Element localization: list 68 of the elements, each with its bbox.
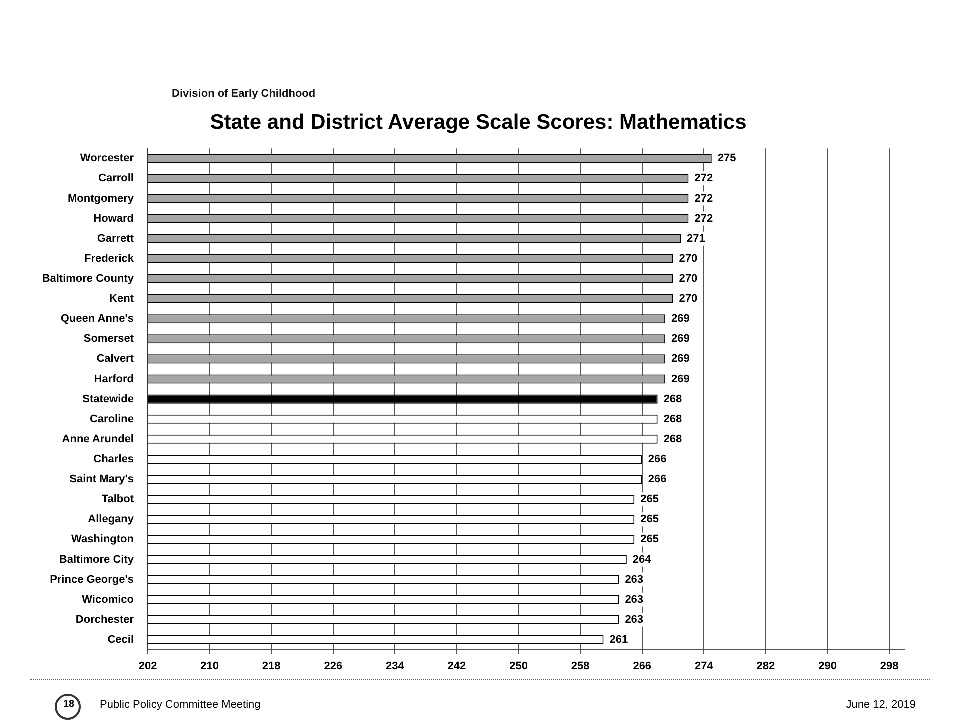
y-tick-label: Frederick [84, 252, 135, 265]
data-label: 270 [679, 272, 698, 285]
x-tick-label: 298 [880, 660, 899, 673]
chart-title: State and District Average Scale Scores: Mathematics [209, 111, 748, 135]
y-tick-label: Anne Arundel [62, 433, 134, 446]
data-label: 265 [640, 514, 659, 526]
text: 18 [62, 699, 76, 711]
data-label: 275 [718, 152, 736, 165]
x-tick-label: 226 [324, 660, 343, 673]
y-tick-label: Somerset [84, 333, 134, 346]
text: Public Policy Committee Meeting [100, 699, 261, 711]
y-tick-label: Worcester [80, 152, 135, 165]
data-label: 263 [625, 574, 644, 586]
y-tick-label: Prince George's [50, 574, 134, 586]
y-tick-label: Saint Mary's [70, 474, 134, 486]
y-tick-label: Cecil [108, 634, 134, 646]
x-tick-label: 218 [262, 660, 281, 673]
y-tick-label: Baltimore City [59, 554, 135, 566]
y-tick-label: Dorchester [76, 614, 135, 626]
y-tick-label: Baltimore County [42, 272, 135, 285]
data-label: 266 [648, 474, 667, 486]
y-tick-label: Montgomery [68, 192, 135, 205]
data-label: 264 [632, 554, 652, 566]
y-tick-label: Charles [94, 454, 134, 466]
y-tick-label: Washington [71, 534, 134, 546]
x-tick-label: 234 [386, 660, 406, 673]
y-tick-label: Harford [94, 373, 134, 386]
data-label: 268 [664, 433, 682, 446]
data-label: 265 [640, 494, 659, 506]
y-tick-label: Allegany [88, 514, 135, 526]
y-tick-label: Queen Anne's [60, 313, 134, 326]
data-label: 270 [679, 293, 698, 306]
y-tick-label: Caroline [90, 413, 134, 426]
data-label: 269 [672, 353, 690, 366]
x-tick-label: 266 [633, 660, 652, 673]
y-tick-label: Talbot [102, 494, 134, 506]
data-label: 268 [664, 413, 682, 426]
x-tick-label: 290 [818, 660, 837, 673]
x-tick-label: 258 [571, 660, 590, 673]
y-tick-label: Statewide [82, 393, 134, 406]
x-tick-label: 242 [448, 660, 466, 673]
data-label: 269 [672, 333, 690, 346]
x-tick-label: 202 [138, 660, 158, 673]
data-label: 270 [679, 252, 698, 265]
x-tick-label: 274 [694, 660, 714, 673]
x-tick-label: 250 [510, 660, 528, 673]
y-tick-label: Kent [110, 293, 134, 306]
data-label: 261 [610, 634, 628, 646]
y-tick-label: Carroll [98, 172, 134, 185]
y-tick-label: Garrett [97, 232, 134, 245]
data-label: 265 [640, 534, 659, 546]
data-label: 269 [672, 313, 690, 326]
data-label: 272 [694, 212, 714, 225]
x-tick-label: 210 [200, 660, 219, 673]
chart-subtitle: Division of Early Childhood [172, 88, 316, 100]
data-label: 272 [694, 172, 714, 185]
data-label: 269 [672, 373, 690, 386]
data-label: 268 [664, 393, 682, 406]
data-label: 272 [694, 192, 714, 205]
data-label: 263 [625, 614, 644, 626]
data-label: 266 [648, 454, 667, 466]
data-label: 271 [686, 232, 706, 245]
y-tick-label: Howard [94, 212, 134, 225]
text: June 12, 2019 [846, 699, 916, 711]
x-tick-label: 282 [756, 660, 776, 673]
y-tick-label: Wicomico [82, 594, 134, 606]
data-label: 263 [625, 594, 644, 606]
y-tick-label: Calvert [96, 353, 134, 366]
